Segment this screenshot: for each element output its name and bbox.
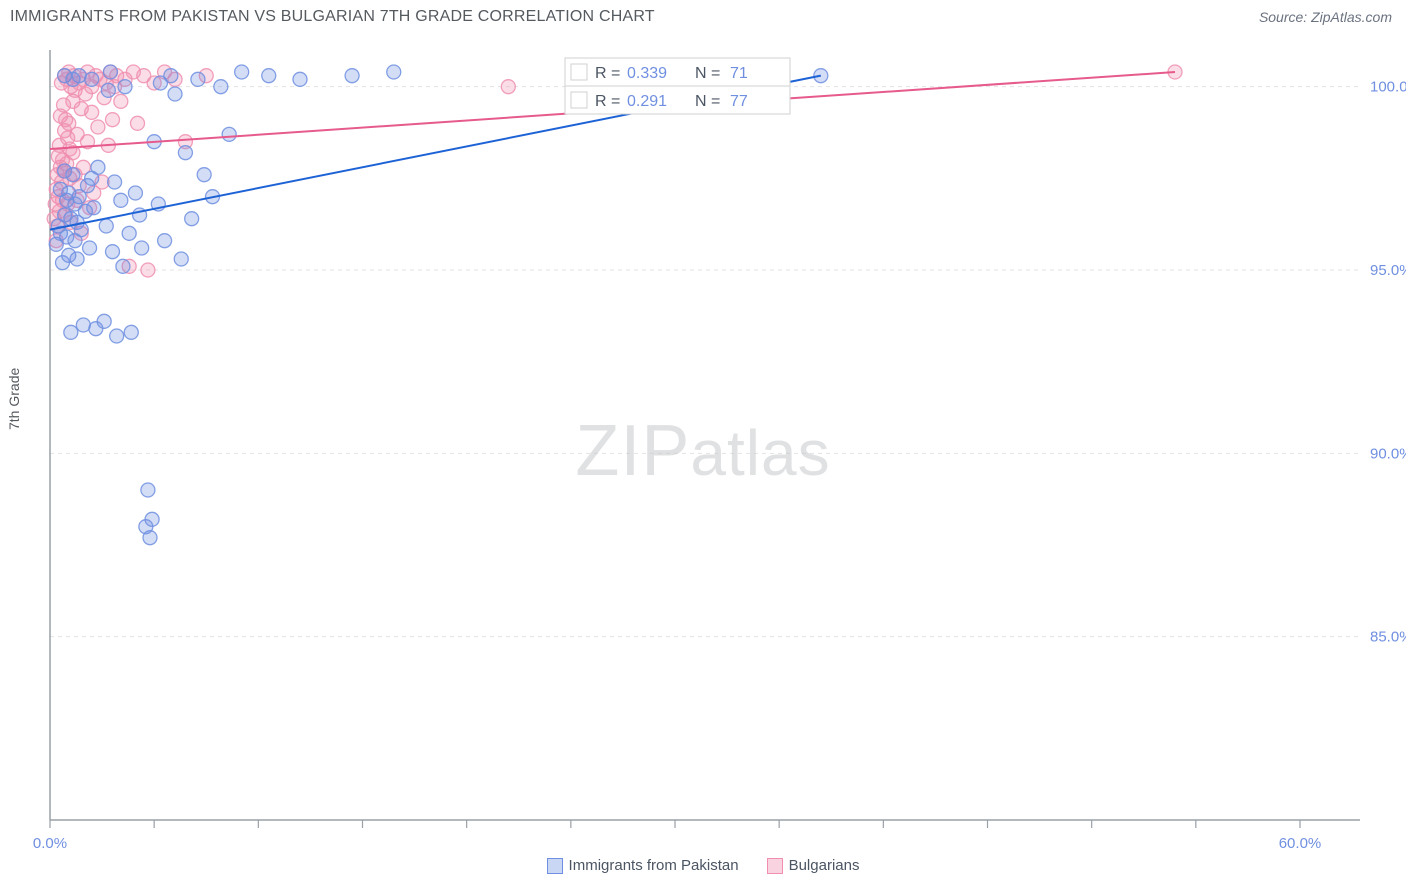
svg-text:60.0%: 60.0% [1279,835,1322,850]
svg-text:85.0%: 85.0% [1370,629,1406,646]
legend-label-pakistan: Immigrants from Pakistan [569,857,739,874]
svg-text:N =: N = [695,93,720,110]
legend-bottom: Immigrants from Pakistan Bulgarians [0,857,1406,874]
svg-text:90.0%: 90.0% [1370,445,1406,462]
svg-text:77: 77 [730,93,748,110]
svg-text:0.0%: 0.0% [33,835,67,850]
svg-text:0.339: 0.339 [627,65,667,82]
chart-area: 7th Grade ZIPatlas 85.0%90.0%95.0%100.0%… [0,30,1406,880]
scatter-plot: 85.0% 90.0% 95.0% 100.0% 0.0% 60.0% R = 0.339 N … [0,30,1406,850]
svg-text:R =: R = [595,93,620,110]
legend-label-bulgarian: Bulgarians [789,857,860,874]
y-axis-label: 7th Grade [6,368,22,430]
svg-text:0.291: 0.291 [627,93,667,110]
svg-text:95.0%: 95.0% [1370,262,1406,279]
svg-text:N =: N = [695,65,720,82]
svg-text:71: 71 [730,65,748,82]
svg-text:R =: R = [595,65,620,82]
chart-title: IMMIGRANTS FROM PAKISTAN VS BULGARIAN 7T… [10,8,655,26]
chart-source: Source: ZipAtlas.com [1259,9,1392,25]
svg-text:100.0%: 100.0% [1370,79,1406,96]
swatch-bulgarian [767,858,783,874]
swatch-pakistan [547,858,563,874]
title-bar: IMMIGRANTS FROM PAKISTAN VS BULGARIAN 7T… [0,0,1406,30]
legend-item-bulgarian: Bulgarians [767,857,860,874]
legend-item-pakistan: Immigrants from Pakistan [547,857,739,874]
